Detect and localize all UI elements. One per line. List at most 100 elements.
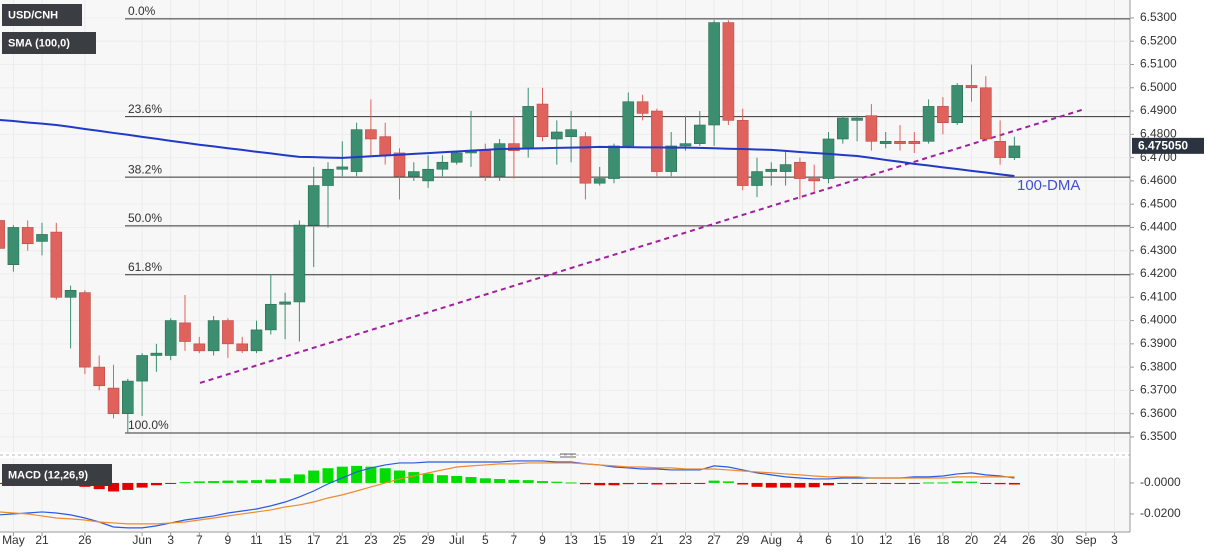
candle-body bbox=[636, 101, 649, 114]
candle-body bbox=[608, 145, 620, 179]
candle-body bbox=[64, 290, 77, 298]
candle-body bbox=[379, 136, 392, 156]
macd-histogram-bar bbox=[765, 482, 777, 488]
y-tick-label: 6.4800 bbox=[1140, 126, 1177, 140]
macd-line bbox=[0, 462, 1015, 525]
x-tick-label: 21 bbox=[35, 533, 49, 547]
candle-body bbox=[150, 352, 163, 356]
macd-histogram-bar bbox=[994, 482, 1006, 485]
candle-body bbox=[508, 143, 520, 151]
candle-body bbox=[908, 141, 921, 144]
fib-label: 38.2% bbox=[128, 162, 162, 176]
candle-body bbox=[794, 161, 806, 179]
candle-body bbox=[122, 380, 134, 414]
y-tick-label: 6.5300 bbox=[1140, 10, 1177, 24]
candle-body bbox=[193, 343, 206, 352]
y-tick-label: 6.3800 bbox=[1140, 359, 1177, 373]
macd-histogram-bar bbox=[537, 481, 548, 483]
symbol-box bbox=[2, 4, 82, 26]
macd-histogram-bar bbox=[351, 465, 363, 483]
candle-body bbox=[136, 355, 148, 382]
candle-body bbox=[222, 320, 234, 345]
y-tick-label: 6.4400 bbox=[1140, 220, 1177, 234]
x-tick-label: 21 bbox=[336, 533, 350, 547]
x-tick-label: 7 bbox=[511, 533, 518, 547]
macd-histogram-bar bbox=[394, 470, 405, 483]
x-tick-label: 11 bbox=[250, 533, 263, 547]
macd-histogram-bar bbox=[908, 482, 920, 484]
candle-body bbox=[279, 301, 291, 305]
candle-body bbox=[250, 329, 263, 352]
x-tick-label: 27 bbox=[707, 533, 721, 547]
candle-body bbox=[665, 145, 678, 172]
candle-body bbox=[651, 110, 663, 172]
macd-histogram-bar bbox=[179, 482, 191, 484]
candle-body bbox=[937, 106, 949, 123]
candle-body bbox=[879, 141, 892, 144]
candle-body bbox=[779, 164, 792, 172]
macd-histogram-bar bbox=[422, 473, 434, 483]
macd-histogram-bar bbox=[494, 479, 506, 483]
candle-body bbox=[422, 168, 434, 182]
macd-histogram-bar bbox=[865, 482, 877, 484]
x-tick-label: Jun bbox=[132, 533, 151, 547]
macd-histogram-bar bbox=[937, 482, 949, 484]
macd-histogram-bar bbox=[322, 468, 334, 483]
macd-histogram-bar bbox=[136, 482, 148, 488]
macd-histogram-bar bbox=[551, 481, 563, 483]
macd-histogram-bar bbox=[336, 466, 348, 483]
candle-body bbox=[579, 136, 592, 184]
macd-histogram-bar bbox=[451, 475, 463, 483]
candle-body bbox=[1008, 145, 1021, 158]
candle-body bbox=[765, 168, 778, 172]
macd-histogram-bar bbox=[680, 482, 691, 484]
fib-label: 100.0% bbox=[128, 418, 169, 432]
x-tick-label: 26 bbox=[78, 533, 92, 547]
candle-body bbox=[365, 129, 377, 140]
y-tick-label: 6.3600 bbox=[1140, 406, 1177, 420]
macd-box bbox=[2, 464, 112, 486]
candle-body bbox=[994, 141, 1006, 158]
candle-body bbox=[808, 178, 821, 182]
x-tick-label: 25 bbox=[393, 533, 407, 547]
macd-histogram-bar bbox=[780, 482, 792, 488]
macd-histogram-bar bbox=[823, 482, 834, 486]
macd-histogram-bar bbox=[565, 482, 577, 484]
trendline bbox=[199, 107, 1086, 384]
macd-histogram-bar bbox=[737, 482, 749, 485]
macd-histogram-bar bbox=[665, 482, 677, 485]
x-tick-label: 12 bbox=[879, 533, 893, 547]
macd-histogram-bar bbox=[651, 482, 663, 485]
macd-histogram-bar bbox=[851, 482, 863, 484]
candle-body bbox=[836, 117, 849, 140]
macd-histogram-bar bbox=[966, 481, 977, 483]
macd-histogram-bar bbox=[880, 482, 892, 484]
candle-body bbox=[565, 129, 577, 137]
macd-histogram-bar bbox=[436, 475, 448, 483]
candle-body bbox=[822, 138, 835, 179]
macd-histogram-bar bbox=[122, 482, 134, 490]
fib-label: 0.0% bbox=[128, 4, 156, 18]
candle-body bbox=[307, 185, 320, 226]
x-tick-label: 21 bbox=[650, 533, 664, 547]
macd-histogram-bar bbox=[837, 482, 849, 484]
x-tick-label: 18 bbox=[936, 533, 950, 547]
macd-histogram-bar bbox=[594, 482, 606, 486]
macd-histogram-bar bbox=[637, 482, 649, 484]
candle-body bbox=[50, 231, 63, 298]
x-tick-label: 3 bbox=[1111, 533, 1118, 547]
x-tick-label: 9 bbox=[539, 533, 546, 547]
x-tick-label: Aug bbox=[761, 533, 782, 547]
candle-body bbox=[21, 227, 34, 245]
candle-body bbox=[7, 227, 20, 265]
y-tick-label: -0.0000 bbox=[1140, 475, 1181, 489]
macd-histogram-bar bbox=[980, 482, 992, 484]
candle-body bbox=[407, 171, 420, 177]
y-tick-label: 6.4900 bbox=[1140, 103, 1177, 117]
y-tick-label: 6.4500 bbox=[1140, 196, 1177, 210]
macd-histogram-bar bbox=[193, 481, 205, 483]
macd-histogram-bar bbox=[150, 482, 162, 486]
macd-histogram-bar bbox=[622, 482, 634, 485]
macd-histogram-bar bbox=[808, 482, 820, 488]
candle-body bbox=[865, 115, 878, 142]
